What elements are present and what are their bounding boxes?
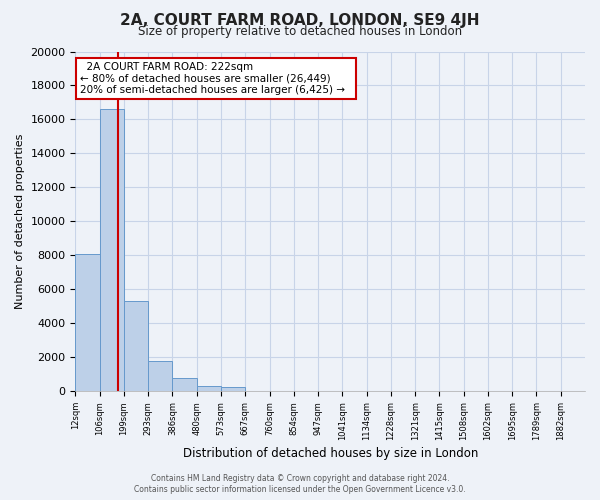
- Bar: [76, 254, 100, 391]
- Text: 2A COURT FARM ROAD: 222sqm
← 80% of detached houses are smaller (26,449)
20% of : 2A COURT FARM ROAD: 222sqm ← 80% of deta…: [80, 62, 352, 95]
- Bar: [100, 110, 124, 391]
- Bar: [221, 386, 245, 391]
- Text: Contains HM Land Registry data © Crown copyright and database right 2024.
Contai: Contains HM Land Registry data © Crown c…: [134, 474, 466, 494]
- Bar: [197, 386, 221, 391]
- Text: 2A, COURT FARM ROAD, LONDON, SE9 4JH: 2A, COURT FARM ROAD, LONDON, SE9 4JH: [120, 12, 480, 28]
- Bar: [124, 301, 148, 391]
- X-axis label: Distribution of detached houses by size in London: Distribution of detached houses by size …: [182, 447, 478, 460]
- Bar: [148, 362, 172, 391]
- Text: Size of property relative to detached houses in London: Size of property relative to detached ho…: [138, 25, 462, 38]
- Y-axis label: Number of detached properties: Number of detached properties: [15, 134, 25, 309]
- Bar: [172, 378, 197, 391]
